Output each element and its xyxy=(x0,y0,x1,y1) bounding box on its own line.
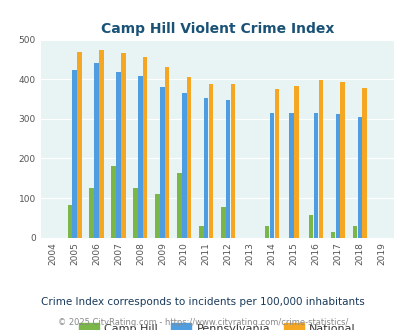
Bar xyxy=(208,84,213,238)
Legend: Camp Hill, Pennsylvania, National: Camp Hill, Pennsylvania, National xyxy=(74,318,359,330)
Bar xyxy=(72,70,77,238)
Bar xyxy=(226,100,230,238)
Bar xyxy=(143,57,147,238)
Bar xyxy=(186,77,191,238)
Bar xyxy=(138,76,142,238)
Bar xyxy=(116,72,120,238)
Bar xyxy=(204,98,208,238)
Bar xyxy=(177,173,181,238)
Bar xyxy=(121,53,125,238)
Bar xyxy=(155,194,159,238)
Title: Camp Hill Violent Crime Index: Camp Hill Violent Crime Index xyxy=(100,22,333,36)
Bar xyxy=(308,215,313,238)
Bar xyxy=(164,67,169,238)
Bar xyxy=(67,205,72,238)
Bar xyxy=(352,226,356,238)
Bar xyxy=(274,89,278,238)
Bar xyxy=(289,113,293,238)
Bar xyxy=(160,87,164,238)
Text: © 2025 CityRating.com - https://www.cityrating.com/crime-statistics/: © 2025 CityRating.com - https://www.city… xyxy=(58,318,347,327)
Bar xyxy=(221,207,225,238)
Bar xyxy=(357,117,361,238)
Bar xyxy=(94,63,98,238)
Text: Crime Index corresponds to incidents per 100,000 inhabitants: Crime Index corresponds to incidents per… xyxy=(41,297,364,307)
Bar xyxy=(294,86,298,238)
Bar xyxy=(230,84,234,238)
Bar xyxy=(99,50,103,238)
Bar xyxy=(77,52,81,238)
Bar xyxy=(340,82,344,238)
Bar xyxy=(264,226,269,238)
Bar xyxy=(362,87,366,238)
Bar xyxy=(111,166,115,238)
Bar xyxy=(330,232,335,238)
Bar xyxy=(318,81,322,238)
Bar xyxy=(181,93,186,238)
Bar xyxy=(335,115,339,238)
Bar xyxy=(269,113,274,238)
Bar xyxy=(89,188,94,238)
Bar xyxy=(133,188,137,238)
Bar xyxy=(199,226,203,238)
Bar xyxy=(313,113,318,238)
